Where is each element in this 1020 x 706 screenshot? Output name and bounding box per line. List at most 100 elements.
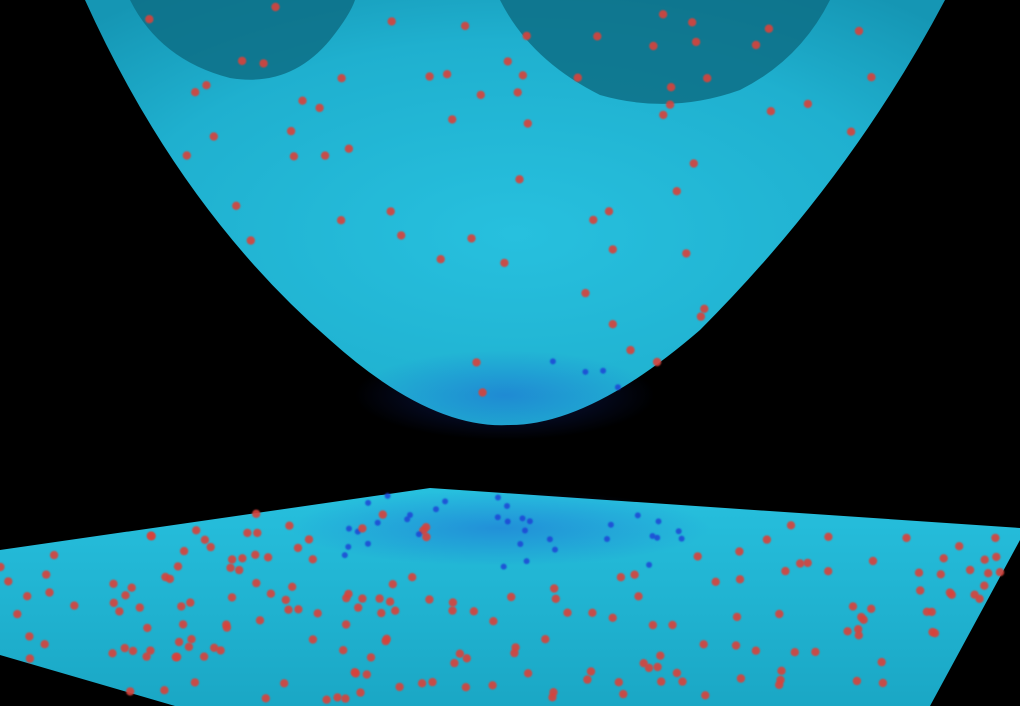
high-particle (246, 236, 255, 245)
high-particle (672, 668, 682, 678)
high-particle (878, 678, 888, 688)
high-particle (614, 678, 623, 687)
high-particle (126, 687, 135, 696)
high-particle (178, 620, 188, 629)
high-particle (388, 580, 397, 589)
high-particle (336, 216, 346, 225)
high-particle (975, 594, 984, 603)
low-particle (404, 516, 411, 523)
high-particle (550, 584, 559, 593)
high-particle (666, 83, 676, 92)
high-particle (608, 613, 617, 622)
low-particle (600, 367, 607, 374)
high-particle (227, 593, 237, 602)
high-particle (846, 127, 856, 136)
high-particle (843, 627, 852, 636)
high-particle (145, 15, 154, 24)
high-particle (682, 249, 691, 258)
high-particle (688, 18, 697, 27)
high-particle (551, 594, 560, 603)
high-particle (381, 636, 390, 646)
high-particle (945, 588, 955, 597)
high-particle (143, 623, 152, 633)
high-particle (995, 568, 1005, 577)
high-particle (657, 677, 666, 686)
plane-blue-cluster (290, 490, 710, 566)
low-particle (365, 540, 371, 547)
high-particle (227, 555, 237, 564)
high-particle (210, 643, 219, 652)
high-particle (523, 119, 532, 128)
high-particle (461, 683, 471, 692)
high-particle (467, 234, 476, 243)
high-particle (672, 187, 681, 196)
high-particle (366, 653, 376, 662)
high-particle (216, 646, 225, 655)
high-particle (109, 598, 119, 608)
high-particle (732, 612, 742, 622)
high-particle (358, 594, 367, 603)
high-particle (425, 72, 434, 81)
high-particle (711, 577, 720, 586)
high-particle (448, 606, 457, 615)
low-particle (495, 494, 501, 501)
high-particle (790, 648, 799, 657)
low-particle (345, 543, 352, 550)
high-particle (285, 521, 294, 530)
high-particle (764, 24, 774, 33)
high-particle (653, 662, 662, 672)
high-particle (442, 70, 452, 79)
low-particle (614, 384, 621, 391)
high-particle (187, 635, 196, 644)
high-particle (421, 523, 431, 532)
high-particle (992, 552, 1001, 562)
high-particle (337, 74, 346, 83)
high-particle (696, 312, 706, 321)
high-particle (916, 586, 925, 595)
high-particle (42, 570, 51, 579)
high-particle (766, 107, 776, 116)
low-particle (607, 521, 614, 528)
high-particle (781, 566, 790, 576)
high-particle (161, 572, 170, 582)
high-particle (206, 542, 215, 552)
high-particle (289, 152, 299, 161)
high-particle (339, 646, 348, 655)
high-particle (518, 71, 528, 80)
high-particle (511, 643, 520, 652)
high-particle (422, 532, 431, 542)
high-particle (500, 258, 509, 268)
low-particle (678, 535, 685, 542)
high-particle (304, 535, 314, 544)
high-particle (656, 651, 665, 660)
high-particle (226, 563, 235, 572)
high-particle (626, 345, 635, 355)
high-particle (658, 10, 668, 19)
high-particle (182, 151, 191, 160)
high-particle (573, 73, 582, 82)
low-particle (526, 518, 533, 525)
high-particle (362, 670, 371, 679)
high-particle (146, 531, 155, 540)
high-particle (298, 96, 307, 105)
high-particle (549, 688, 558, 697)
high-particle (40, 640, 49, 649)
low-particle (346, 525, 352, 532)
high-particle (25, 632, 34, 641)
high-particle (630, 570, 639, 579)
high-particle (639, 659, 648, 668)
high-particle (811, 647, 820, 657)
high-particle (294, 605, 303, 614)
high-particle (693, 552, 702, 561)
high-particle (417, 679, 427, 688)
high-particle (824, 567, 833, 576)
high-particle (252, 509, 261, 518)
high-particle (965, 565, 975, 575)
high-particle (184, 642, 194, 651)
high-particle (689, 159, 698, 168)
high-particle (619, 689, 628, 699)
high-particle (284, 605, 293, 614)
low-particle (407, 512, 413, 518)
high-particle (478, 388, 487, 397)
